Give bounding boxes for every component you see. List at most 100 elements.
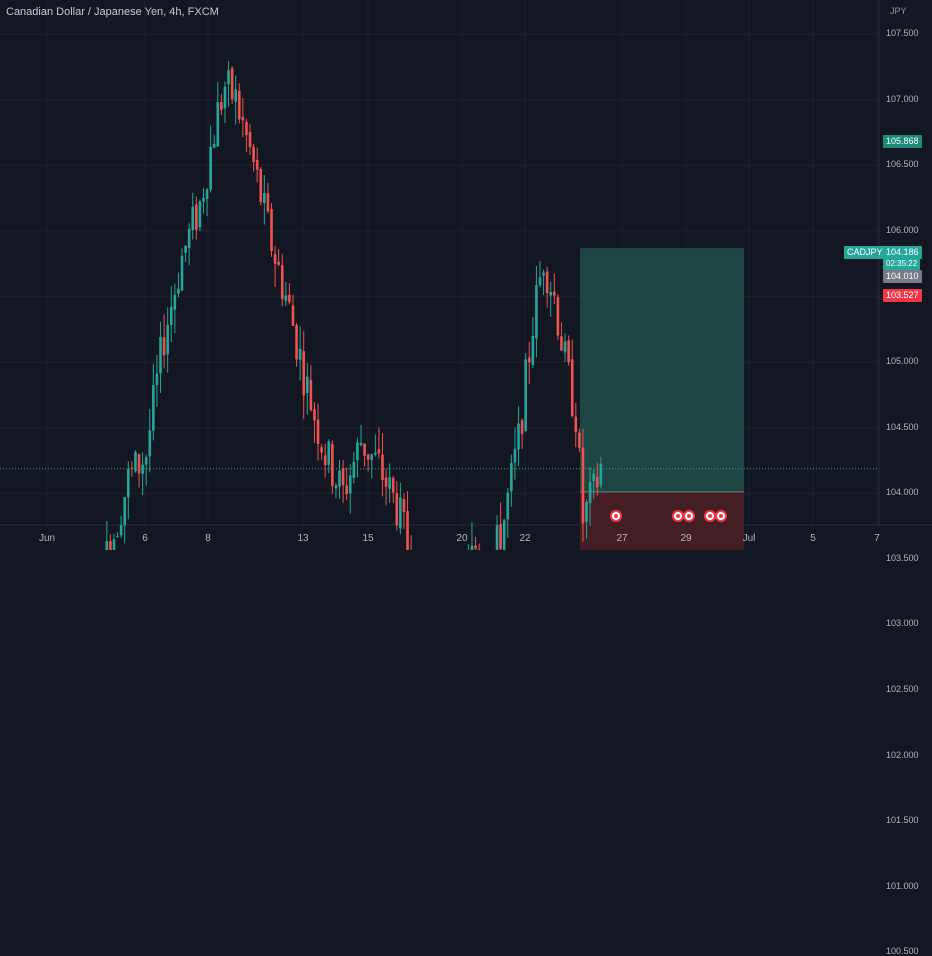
candle-up [306,376,309,394]
economic-event-icon[interactable] [610,510,622,522]
price-tick-label: 100.500 [886,946,919,956]
candle-up [155,373,159,386]
candle-down [309,379,313,411]
candle-up [141,464,144,474]
candle-down [363,443,366,456]
candle-up [116,536,119,538]
candle-up [216,102,220,147]
time-tick-label: 29 [680,533,692,544]
price-tick-label: 102.000 [886,749,919,760]
candle-up [298,348,302,360]
candle-down [402,499,406,512]
candle-down [280,265,284,300]
candle-down [381,454,384,481]
price-tick-label: 106.500 [886,159,919,170]
economic-event-icon[interactable] [715,510,727,522]
candle-up [198,201,202,228]
candle-down [527,357,531,363]
candle-up [327,441,331,465]
candle-up [535,284,538,339]
candle-down [320,447,323,453]
long-position-tool[interactable] [0,248,879,556]
candle-up [495,524,499,557]
time-tick-label: Jul [742,533,756,544]
candle-up [510,462,513,492]
candle-up [531,335,535,365]
candle-up [173,294,177,310]
candle-up [388,476,391,489]
target-price-tag: 105.868 [883,135,922,148]
candle-down [323,455,327,466]
economic-event-icon[interactable] [683,510,695,522]
candle-down [266,193,270,212]
price-tick-label: 101.500 [886,815,919,826]
candle-down [395,493,399,526]
time-tick-label: 13 [297,533,309,544]
candle-up [338,470,341,487]
candle-down [230,68,234,100]
candle-up [112,539,116,570]
candle-up [399,497,402,529]
candle-up [506,492,510,520]
candle-down [499,523,502,549]
candle-down [255,159,259,170]
candle-down [313,409,316,421]
candle-up [549,291,553,296]
candle-up [348,475,352,494]
candle-up [144,457,148,465]
candle-down [345,485,348,495]
countdown-tag: 02:35:22 [883,257,921,270]
candle-down [130,467,134,469]
candle-up [152,385,155,431]
candle-down [581,447,585,524]
time-tick-label: 15 [362,533,374,544]
time-tick-label: 6 [142,533,148,544]
candle-up [585,501,588,522]
time-tick-label: 27 [616,533,628,544]
candle-up [502,520,506,551]
candle-down [578,432,581,448]
price-axis-unit: JPY [890,6,907,16]
candle-up [599,463,603,485]
candle-up [470,545,474,564]
candle-down [241,116,245,121]
candle-down [316,419,320,444]
candle-down [391,478,395,493]
candle-down [277,261,280,265]
candle-up [205,189,209,199]
candle-up [359,442,363,445]
price-tick-label: 104.500 [886,421,919,432]
candle-down [291,305,295,326]
candle-down [520,420,524,434]
candle-down [302,351,306,396]
price-tick-label: 104.000 [886,487,919,498]
candle-down [270,208,273,252]
candle-up [159,336,162,374]
candle-down [574,416,578,433]
candle-up [234,89,237,102]
candle-up [212,143,216,148]
candle-up [148,430,152,457]
candle-down [556,297,560,336]
candle-down [341,468,345,486]
candles [1,61,603,919]
price-tick-label: 107.000 [886,93,919,104]
candle-up [542,272,545,276]
candle-up [127,469,130,498]
price-tick-label: 101.000 [886,880,919,891]
candle-up [119,525,123,536]
candle-up [123,497,127,526]
candle-down [195,204,198,230]
price-tick-label: 103.500 [886,552,919,563]
candle-up [513,448,517,463]
candle-up [563,341,567,353]
candle-down [560,336,563,351]
candle-up [180,255,184,291]
time-tick-label: 5 [810,533,816,544]
stop-zone [580,491,744,556]
candle-up [370,454,374,460]
time-tick-label: 7 [874,533,880,544]
candle-up [169,306,173,325]
